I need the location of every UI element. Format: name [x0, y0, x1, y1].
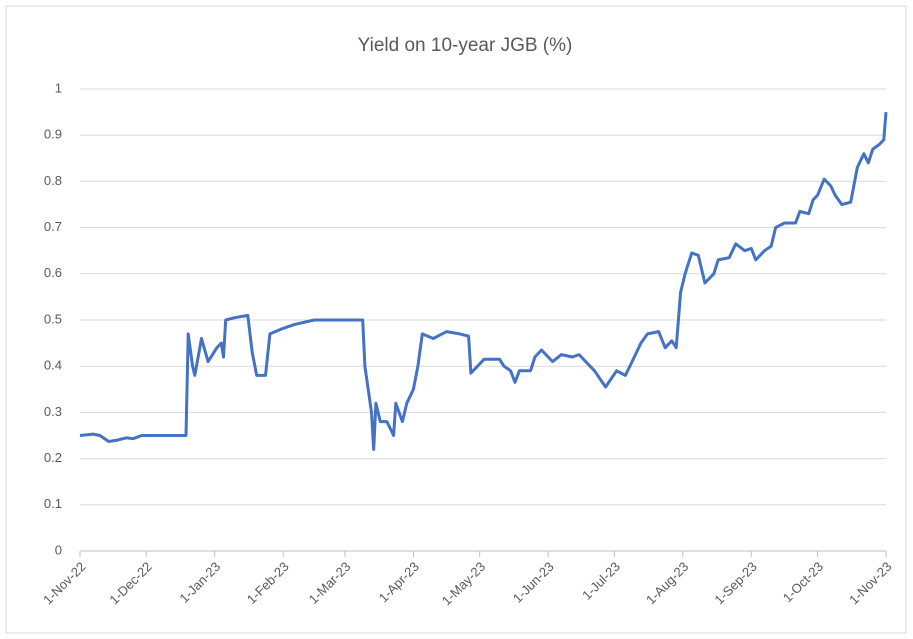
y-tick-label: 0.3	[44, 404, 62, 419]
y-tick-label: 0.4	[44, 358, 62, 373]
line-series	[79, 111, 888, 451]
y-tick-label: 0.2	[44, 450, 62, 465]
y-tick-label: 0.7	[44, 219, 62, 234]
y-tick-label: 0.1	[44, 496, 62, 511]
y-tick-label: 0.6	[44, 265, 62, 280]
chart-title: Yield on 10-year JGB (%)	[358, 35, 573, 56]
y-tick-label: 1	[55, 80, 62, 95]
y-tick-label: 0.5	[44, 311, 62, 326]
y-tick-label: 0	[55, 542, 62, 557]
y-tick-label: 0.8	[44, 173, 62, 188]
y-tick-label: 0.9	[44, 127, 62, 142]
